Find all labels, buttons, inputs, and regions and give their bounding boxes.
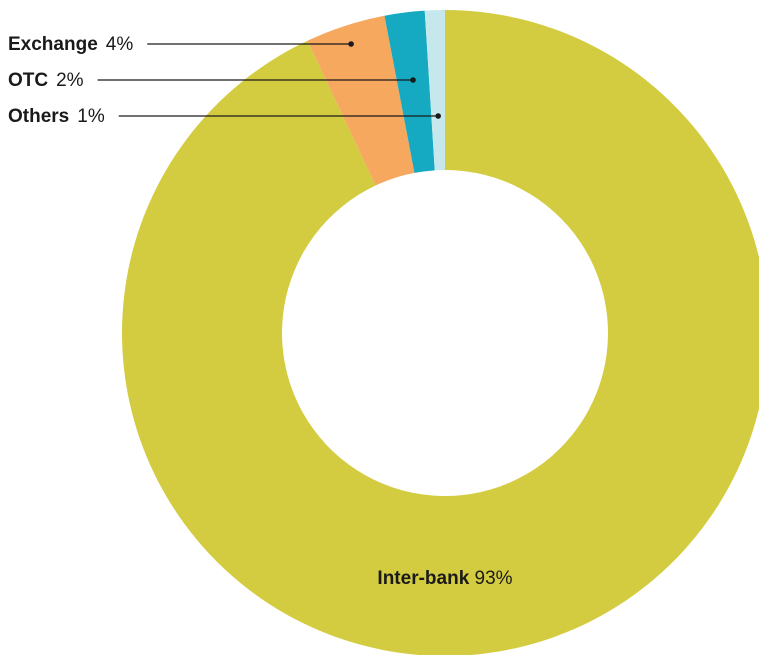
label-inter-bank-value: 93% bbox=[475, 568, 513, 589]
slice-inter-bank bbox=[122, 10, 759, 655]
slice-otc bbox=[384, 10, 435, 173]
label-inter-bank: Inter-bank 93% bbox=[377, 568, 512, 589]
slice-labels: Exchange 4% OTC 2% Others 1% Inter-bank 93% bbox=[8, 34, 513, 589]
label-exchange-name: Exchange bbox=[8, 34, 98, 55]
donut-slices bbox=[122, 10, 759, 655]
label-others-value: 1% bbox=[77, 106, 105, 127]
slice-others bbox=[424, 10, 445, 171]
label-otc-name: OTC bbox=[8, 70, 48, 91]
label-others-name: Others bbox=[8, 106, 69, 127]
label-otc-value: 2% bbox=[56, 70, 84, 91]
leader-dot-others bbox=[435, 113, 441, 119]
leader-lines bbox=[97, 41, 441, 119]
label-exchange-value: 4% bbox=[106, 34, 134, 55]
leader-dot-exchange bbox=[348, 41, 354, 47]
leader-dot-otc bbox=[410, 77, 416, 83]
slice-exchange bbox=[307, 15, 415, 186]
label-inter-bank-name: Inter-bank bbox=[377, 568, 474, 589]
